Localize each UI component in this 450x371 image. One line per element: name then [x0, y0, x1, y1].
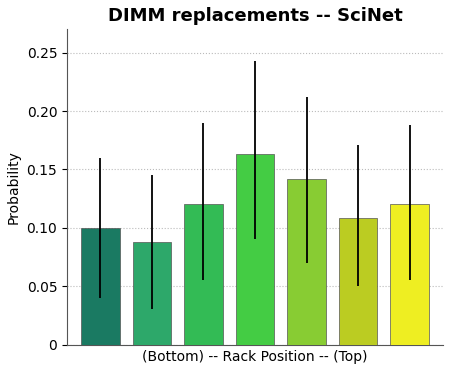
- Bar: [184, 204, 223, 345]
- Bar: [390, 204, 429, 345]
- Bar: [81, 228, 120, 345]
- X-axis label: (Bottom) -- Rack Position -- (Top): (Bottom) -- Rack Position -- (Top): [142, 350, 368, 364]
- Bar: [339, 219, 378, 345]
- Bar: [133, 242, 171, 345]
- Bar: [287, 179, 326, 345]
- Bar: [236, 154, 274, 345]
- Y-axis label: Probability: Probability: [7, 150, 21, 224]
- Title: DIMM replacements -- SciNet: DIMM replacements -- SciNet: [108, 7, 402, 25]
